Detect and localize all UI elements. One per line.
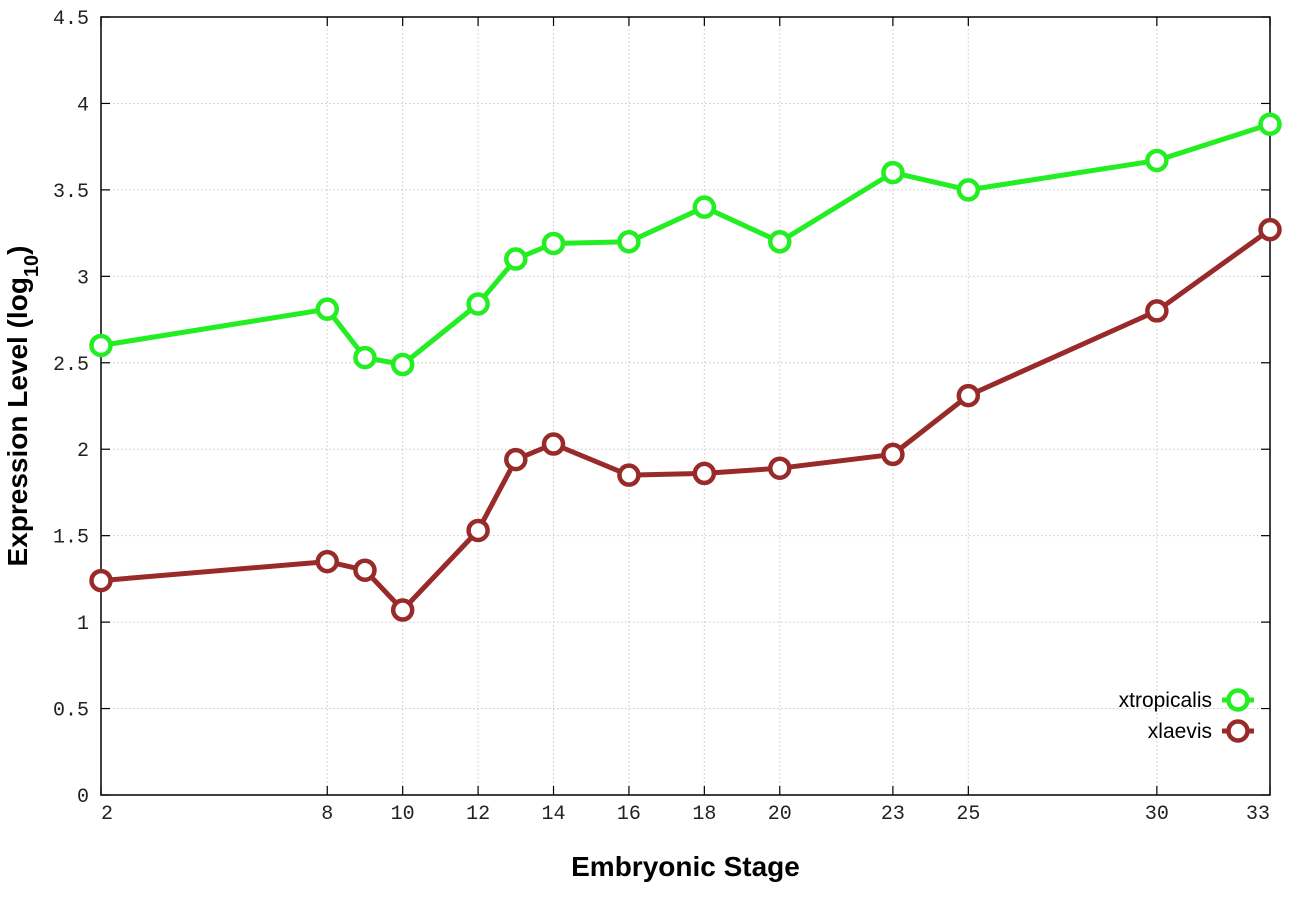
data-point-xtropicalis xyxy=(768,230,792,254)
x-tick-label: 16 xyxy=(617,803,641,826)
data-point-xtropicalis xyxy=(541,231,566,256)
y-axis-title-subscript: 10 xyxy=(21,255,43,277)
y-tick-label: 4.5 xyxy=(53,8,89,31)
x-tick-label: 8 xyxy=(321,803,333,826)
data-point-xlaevis xyxy=(956,383,981,408)
data-point-xlaevis xyxy=(1258,217,1282,242)
data-point-xlaevis xyxy=(504,447,528,472)
data-point-xlaevis xyxy=(390,598,415,622)
x-tick-label: 25 xyxy=(956,803,980,826)
data-point-xtropicalis xyxy=(89,333,113,358)
legend: xtropicalis xlaevis xyxy=(1119,688,1254,743)
data-point-xtropicalis xyxy=(315,297,340,321)
y-tick-label: 3.5 xyxy=(53,181,89,204)
data-point-xlaevis xyxy=(768,456,792,480)
x-tick-label: 12 xyxy=(466,803,490,826)
x-tick-label: 33 xyxy=(1246,803,1270,826)
data-point-xlaevis xyxy=(692,461,717,486)
y-tick-label: 1.5 xyxy=(53,527,89,550)
x-tick-label: 18 xyxy=(692,803,716,826)
y-axis-title-close: ) xyxy=(2,246,33,255)
series-xtropicalis xyxy=(89,112,1282,377)
legend-swatch-marker xyxy=(1226,719,1250,743)
data-point-xtropicalis xyxy=(390,352,415,377)
x-tick-label: 20 xyxy=(768,803,792,826)
y-tick-label: 4 xyxy=(77,94,89,117)
plot-frame xyxy=(100,16,1271,796)
data-point-xtropicalis xyxy=(1258,112,1282,136)
y-tick-label: 1 xyxy=(77,613,89,636)
data-point-xlaevis xyxy=(541,432,566,456)
data-point-xtropicalis xyxy=(504,247,528,271)
y-tick-label: 2.5 xyxy=(53,354,89,377)
x-tick-label: 14 xyxy=(542,803,566,826)
series-xlaevis xyxy=(89,217,1282,622)
y-tick-label: 0.5 xyxy=(53,700,89,723)
legend-item-xlaevis: xlaevis xyxy=(1148,719,1254,743)
data-point-xlaevis xyxy=(881,442,905,467)
x-axis-title: Embryonic Stage xyxy=(571,851,800,882)
grid xyxy=(101,17,1270,795)
y-axis-title-main: Expression Level (log xyxy=(2,277,33,566)
data-point-xlaevis xyxy=(353,558,377,582)
series-layer xyxy=(89,112,1282,622)
data-point-xlaevis xyxy=(466,518,490,543)
y-tick-label: 2 xyxy=(77,440,89,463)
series-line-xtropicalis xyxy=(100,121,1271,367)
data-point-xtropicalis xyxy=(353,345,377,370)
legend-label: xtropicalis xyxy=(1119,689,1212,712)
y-tick-label: 3 xyxy=(77,267,89,290)
data-point-xlaevis xyxy=(1145,299,1169,323)
data-point-xtropicalis xyxy=(1145,148,1169,173)
y-axis-title: Expression Level (log10) xyxy=(2,246,43,567)
y-tick-label: 0 xyxy=(77,786,89,809)
legend-swatch-marker xyxy=(1226,688,1250,712)
axis-ticks: 0 0.5 1 1.5 2 2.5 3 3.5 4 4.5 2 8 10 12 14 16 18 20 23 25 30… xyxy=(53,8,1271,826)
data-point-xtropicalis xyxy=(692,195,717,219)
data-point-xtropicalis xyxy=(956,178,981,202)
data-point-xtropicalis xyxy=(617,230,641,254)
x-tick-label: 23 xyxy=(881,803,905,826)
legend-item-xtropicalis: xtropicalis xyxy=(1119,688,1254,712)
data-point-xtropicalis xyxy=(466,292,490,316)
x-tick-label: 30 xyxy=(1145,803,1169,826)
data-point-xlaevis xyxy=(315,549,340,574)
data-point-xtropicalis xyxy=(881,160,905,185)
legend-label: xlaevis xyxy=(1148,720,1212,743)
x-tick-label: 2 xyxy=(101,803,113,826)
x-tick-label: 10 xyxy=(391,803,415,826)
data-point-xlaevis xyxy=(617,463,641,487)
series-line-xlaevis xyxy=(100,227,1272,613)
data-point-xlaevis xyxy=(89,568,113,593)
